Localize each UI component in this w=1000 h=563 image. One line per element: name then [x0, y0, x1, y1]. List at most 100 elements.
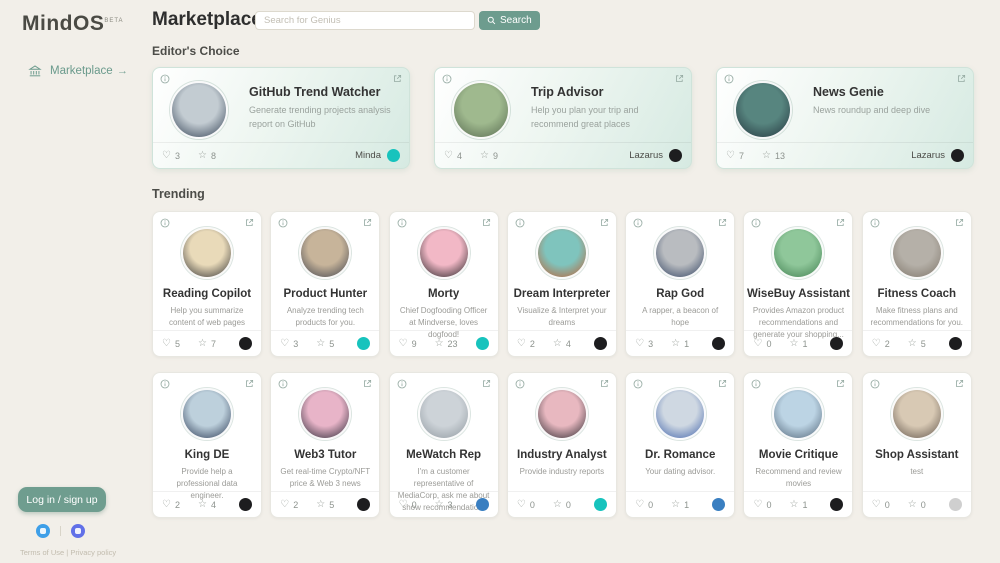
search-icon	[487, 16, 496, 25]
heart-icon[interactable]: ♡	[753, 337, 763, 349]
trending-card[interactable]: Rap God A rapper, a beacon of hope ♡ 3 ☆ 1	[625, 211, 736, 357]
terms-link[interactable]: Terms of Use	[20, 548, 65, 557]
trending-card[interactable]: Dream Interpreter Visualize & Interpret …	[506, 211, 617, 357]
star-icon[interactable]: ☆	[761, 149, 771, 161]
star-icon[interactable]: ☆	[671, 337, 681, 349]
login-signup-button[interactable]: Log in / sign up	[18, 487, 106, 512]
heart-icon[interactable]: ♡	[516, 337, 526, 349]
info-icon[interactable]	[397, 379, 407, 389]
heart-icon[interactable]: ♡	[162, 337, 171, 349]
external-link-icon[interactable]	[836, 218, 845, 227]
external-link-icon[interactable]	[482, 379, 491, 388]
trending-card[interactable]: Shop Assistant test ♡ 0 ☆ 0	[861, 372, 972, 518]
info-icon[interactable]	[751, 218, 761, 228]
external-link-icon[interactable]	[600, 218, 609, 227]
star-icon[interactable]: ☆	[316, 498, 326, 510]
external-link-icon[interactable]	[675, 74, 684, 83]
external-link-icon[interactable]	[955, 218, 964, 227]
star-icon[interactable]: ☆	[434, 498, 444, 510]
heart-icon[interactable]: ♡	[280, 337, 290, 349]
info-icon[interactable]	[870, 218, 880, 228]
heart-icon[interactable]: ♡	[871, 498, 881, 510]
trending-card[interactable]: Movie Critique Recommend and review movi…	[743, 372, 854, 518]
trending-card[interactable]: Web3 Tutor Get real-time Crypto/NFT pric…	[270, 372, 381, 518]
trending-card[interactable]: MeWatch Rep I'm a customer representativ…	[388, 372, 499, 518]
info-icon[interactable]	[278, 379, 288, 389]
search-button[interactable]: Search	[479, 10, 540, 30]
info-icon[interactable]	[397, 218, 407, 228]
editor-choice-card[interactable]: News Genie News roundup and deep dive ♡ 7…	[716, 67, 974, 169]
heart-icon[interactable]: ♡	[162, 149, 171, 161]
info-icon[interactable]	[724, 74, 734, 84]
info-icon[interactable]	[160, 218, 170, 228]
external-link-icon[interactable]	[836, 379, 845, 388]
heart-icon[interactable]: ♡	[516, 498, 526, 510]
star-count: 4	[565, 338, 571, 349]
trending-card[interactable]: Dr. Romance Your dating advisor. ♡ 0 ☆ 1	[625, 372, 736, 518]
info-icon[interactable]	[515, 218, 525, 228]
heart-icon[interactable]: ♡	[635, 498, 645, 510]
info-icon[interactable]	[633, 379, 643, 389]
external-link-icon[interactable]	[363, 218, 372, 227]
trending-card[interactable]: Industry Analyst Provide industry report…	[506, 372, 617, 518]
privacy-link[interactable]: Privacy policy	[70, 548, 117, 557]
search-input[interactable]	[255, 11, 475, 30]
sidebar-item-marketplace[interactable]: Marketplace →	[20, 58, 136, 84]
discord-icon[interactable]	[71, 524, 85, 538]
external-link-icon[interactable]	[482, 218, 491, 227]
info-icon[interactable]	[633, 218, 643, 228]
heart-icon[interactable]: ♡	[398, 337, 408, 349]
likes-stat: ♡ 0	[516, 498, 535, 510]
star-icon[interactable]: ☆	[197, 337, 207, 349]
trending-card[interactable]: Product Hunter Analyze trending tech pro…	[270, 211, 381, 357]
heart-icon[interactable]: ♡	[753, 498, 763, 510]
info-icon[interactable]	[160, 74, 170, 84]
heart-icon[interactable]: ♡	[280, 498, 290, 510]
star-icon[interactable]: ☆	[479, 149, 489, 161]
external-link-icon[interactable]	[955, 379, 964, 388]
external-link-icon[interactable]	[718, 379, 727, 388]
editor-choice-card[interactable]: Trip Advisor Help you plan your trip and…	[434, 67, 692, 169]
info-icon[interactable]	[870, 379, 880, 389]
star-icon[interactable]: ☆	[789, 498, 799, 510]
heart-icon[interactable]: ♡	[398, 498, 408, 510]
star-icon[interactable]: ☆	[907, 337, 917, 349]
star-icon[interactable]: ☆	[552, 498, 562, 510]
external-link-icon[interactable]	[718, 218, 727, 227]
heart-icon[interactable]: ♡	[635, 337, 645, 349]
trending-card[interactable]: Reading Copilot Help you summarize conte…	[152, 211, 262, 357]
star-icon[interactable]: ☆	[789, 337, 799, 349]
trending-card[interactable]: Fitness Coach Make fitness plans and rec…	[861, 211, 972, 357]
trending-card[interactable]: King DE Provide help a professional data…	[152, 372, 262, 518]
external-link-icon[interactable]	[393, 74, 402, 83]
external-link-icon[interactable]	[245, 379, 254, 388]
info-icon[interactable]	[751, 379, 761, 389]
brand-logo[interactable]: MindOSBETA	[0, 0, 150, 36]
trending-card[interactable]: Morty Chief Dogfooding Officer at Mindve…	[388, 211, 499, 357]
heart-icon[interactable]: ♡	[871, 337, 881, 349]
info-icon[interactable]	[160, 379, 170, 389]
external-link-icon[interactable]	[600, 379, 609, 388]
external-link-icon[interactable]	[957, 74, 966, 83]
info-icon[interactable]	[515, 379, 525, 389]
star-icon[interactable]: ☆	[552, 337, 562, 349]
external-link-icon[interactable]	[245, 218, 254, 227]
star-icon[interactable]: ☆	[197, 149, 207, 161]
info-icon[interactable]	[442, 74, 452, 84]
external-link-icon[interactable]	[363, 379, 372, 388]
card-footer: ♡ 9 ☆ 23	[389, 330, 498, 356]
heart-icon[interactable]: ♡	[162, 498, 171, 510]
twitter-icon[interactable]	[36, 524, 50, 538]
star-icon[interactable]: ☆	[671, 498, 681, 510]
creator-avatar-badge	[951, 149, 964, 162]
social-divider	[60, 526, 61, 536]
star-icon[interactable]: ☆	[197, 498, 207, 510]
info-icon[interactable]	[278, 218, 288, 228]
star-icon[interactable]: ☆	[907, 498, 917, 510]
heart-icon[interactable]: ♡	[726, 149, 735, 161]
editor-choice-card[interactable]: GitHub Trend Watcher Generate trending p…	[152, 67, 410, 169]
trending-card[interactable]: WiseBuy Assistant Provides Amazon produc…	[743, 211, 854, 357]
star-icon[interactable]: ☆	[316, 337, 326, 349]
star-icon[interactable]: ☆	[434, 337, 444, 349]
heart-icon[interactable]: ♡	[444, 149, 453, 161]
